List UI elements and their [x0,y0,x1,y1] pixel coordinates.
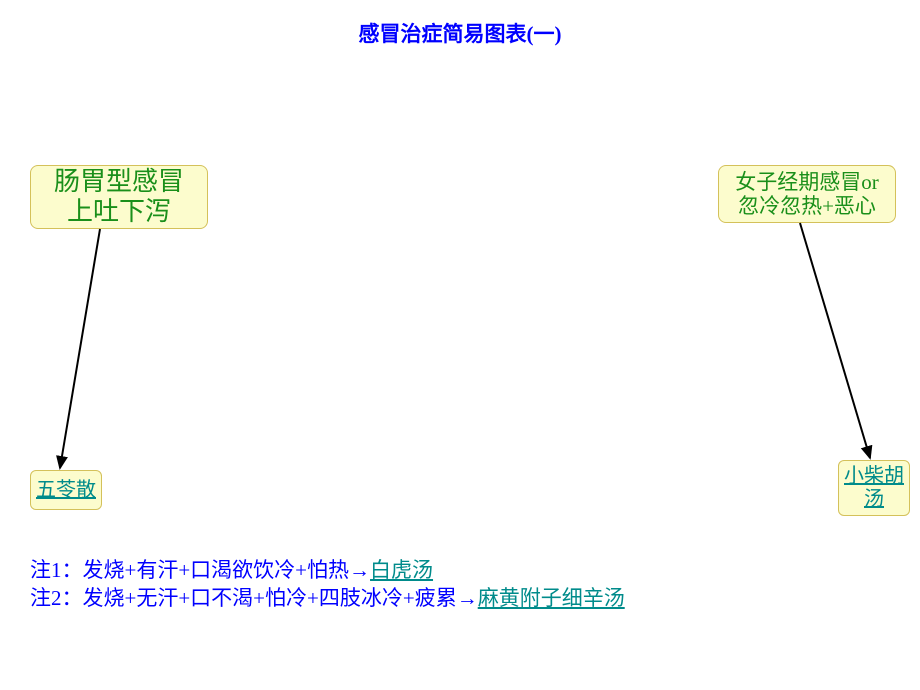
node-text: 肠胃型感冒 [54,167,184,197]
remedy-link-baihu[interactable]: 白虎汤 [370,558,433,582]
node-text: 忽冷忽热+恶心 [738,194,876,218]
page-title: 感冒治症简易图表(一) [0,18,920,48]
node-text: 上吐下泻 [67,197,171,227]
node-menstrual-cold: 女子经期感冒or 忽冷忽热+恶心 [718,165,896,223]
footnote-2: 注2：发烧+无汗+口不渴+怕冷+四肢冰冷+疲累→麻黄附子细辛汤 [30,582,625,612]
remedy-link[interactable]: 小柴胡 [844,465,904,488]
flow-arrow [800,223,870,458]
remedy-link-mahuang[interactable]: 麻黄附子细辛汤 [478,586,625,610]
note-prefix: 注1：发烧+有汗+口渴欲饮冷+怕热→ [30,558,370,582]
flow-arrow [60,229,100,468]
remedy-link[interactable]: 五苓散 [36,479,96,502]
remedy-link[interactable]: 汤 [864,488,884,511]
node-xiaochaihu-decoction[interactable]: 小柴胡 汤 [838,460,910,516]
node-text: 女子经期感冒or [735,170,879,194]
note-prefix: 注2：发烧+无汗+口不渴+怕冷+四肢冰冷+疲累→ [30,586,478,610]
footnote-1: 注1：发烧+有汗+口渴欲饮冷+怕热→白虎汤 [30,554,433,584]
node-gastro-cold: 肠胃型感冒 上吐下泻 [30,165,208,229]
node-wuling-powder[interactable]: 五苓散 [30,470,102,510]
